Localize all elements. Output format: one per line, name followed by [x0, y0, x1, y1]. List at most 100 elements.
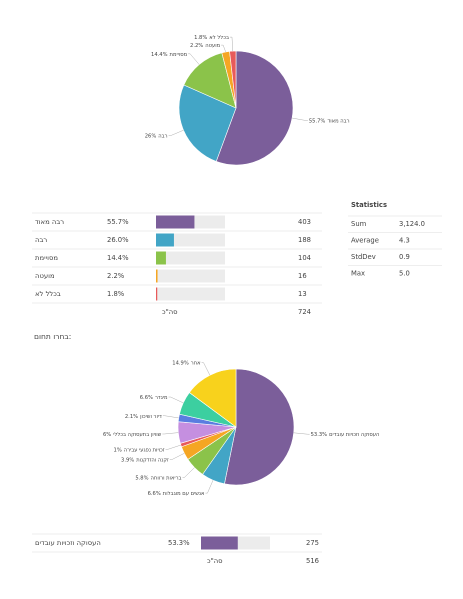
pie-slice	[183, 52, 237, 109]
row-percent: 53.3%	[168, 539, 190, 547]
slice-label: 2.2% מועטה	[190, 43, 221, 49]
leader-line	[229, 36, 233, 52]
stat-name: StdDev	[351, 253, 376, 261]
stat-value: 4.3	[399, 237, 410, 245]
stat-name: Max	[351, 270, 365, 278]
slice-category: מסויימת	[170, 51, 188, 57]
slice-label: 6% שוויון בתעסוקה בכללי	[103, 431, 162, 437]
leader-line	[293, 432, 310, 435]
row-label: רבה מאוד	[35, 218, 64, 226]
pie-slice	[178, 84, 237, 162]
slice-category: בריאות ורווחה	[151, 475, 182, 481]
leader-line	[188, 53, 200, 65]
leader-line	[205, 480, 214, 494]
leader-line	[182, 467, 195, 478]
leader-line	[292, 117, 308, 121]
row-label: העסוקה וזכויות עובדים	[35, 539, 101, 547]
leader-line	[162, 432, 179, 435]
slice-label: 6.6% מיגדר	[140, 395, 168, 401]
row-percent: 55.7%	[107, 218, 129, 226]
stat-name: Average	[351, 237, 379, 245]
stats-title: Statistics	[351, 201, 387, 209]
row-count: 403	[298, 218, 311, 226]
slice-category: אנשים עם מוגבלות	[163, 491, 205, 497]
slice-category: בכלל לא	[209, 35, 229, 41]
bar	[156, 215, 195, 229]
slice-category: זכויות נפגעי עבירה	[124, 447, 165, 453]
total-label: סה"כ	[162, 308, 178, 316]
slice-label: 26% רבה	[145, 133, 168, 139]
slice-category: רבה	[158, 133, 167, 139]
leader-line	[162, 415, 179, 419]
leader-line	[168, 130, 184, 136]
slice-category: אחר	[191, 360, 201, 366]
pie-slice	[229, 50, 237, 109]
slice-label: 1% זכויות נפגעי עבירה	[114, 447, 165, 453]
slice-category: העסוקה וזכויות עובדים	[329, 432, 379, 438]
slice-value-label: 14.4%	[151, 51, 168, 57]
slice-value-label: 6%	[103, 431, 111, 437]
total-count: 516	[306, 557, 319, 565]
bar	[156, 251, 166, 265]
row-label: מסויימת	[35, 254, 58, 262]
slice-category: מועטה	[205, 43, 220, 49]
slice-value-label: 14.9%	[172, 360, 189, 366]
slice-value-label: 26%	[145, 133, 157, 139]
slice-label: 3.9% זקנה והזדקנות	[121, 457, 169, 463]
total-label: סה"כ	[207, 557, 223, 565]
slice-value-label: 6.6%	[140, 395, 153, 401]
bar	[201, 536, 238, 550]
slice-category: מיגדר	[155, 395, 168, 401]
row-count: 16	[298, 272, 307, 280]
leader-line	[201, 362, 211, 376]
slice-value-label: 2.1%	[125, 413, 138, 419]
slice-label: 2.1% דיור ושיכון	[125, 413, 162, 419]
pie-slice	[224, 368, 295, 486]
slice-label: 14.9% אחר	[172, 360, 200, 366]
slice-category: שוויון בתעסוקה בכללי	[113, 431, 161, 437]
row-percent: 2.2%	[107, 272, 125, 280]
row-percent: 1.8%	[107, 290, 125, 298]
slice-label: 55.7% רבה מאוד	[309, 118, 350, 124]
row-count: 104	[298, 254, 311, 262]
row-percent: 26.0%	[107, 236, 129, 244]
stat-value: 5.0	[399, 270, 410, 278]
bar	[156, 269, 158, 283]
slice-value-label: 1.8%	[194, 35, 207, 41]
pie-slice	[215, 50, 294, 166]
bar	[156, 287, 158, 301]
stat-value: 0.9	[399, 253, 410, 261]
row-label: רבה	[35, 236, 47, 244]
slice-label: 53.3% העסוקה וזכויות עובדים	[311, 432, 380, 438]
question-title: בחרו תחום:	[34, 332, 71, 341]
leader-line	[221, 44, 226, 53]
slice-value-label: 2.2%	[190, 43, 203, 49]
slice-category: זקנה והזדקנות	[136, 457, 169, 463]
slice-category: רבה מאוד	[327, 118, 349, 124]
row-label: מועטה	[35, 272, 55, 280]
stat-name: Sum	[351, 220, 367, 228]
slice-value-label: 1%	[114, 447, 122, 453]
row-count: 188	[298, 236, 311, 244]
bar-track	[156, 287, 225, 301]
slice-category: דיור ושיכון	[140, 413, 162, 419]
leader-line	[169, 453, 185, 460]
stat-value: 3,124.0	[399, 220, 425, 228]
row-count: 275	[306, 539, 319, 547]
total-count: 724	[298, 308, 311, 316]
row-label: בכלל לא	[35, 290, 61, 298]
pie-slice	[188, 368, 237, 428]
slice-label: 5.8% בריאות ורווחה	[135, 475, 181, 481]
row-count: 13	[298, 290, 307, 298]
bar-track	[156, 269, 225, 283]
slice-label: 6.6% אנשים עם מוגבלות	[148, 491, 205, 497]
bar	[156, 233, 174, 247]
leader-line	[168, 396, 184, 404]
slice-value-label: 53.3%	[311, 432, 328, 438]
bar-track	[156, 251, 225, 265]
slice-value-label: 5.8%	[135, 475, 148, 481]
slice-value-label: 3.9%	[121, 457, 134, 463]
slice-label: 1.8% בכלל לא	[194, 35, 229, 41]
